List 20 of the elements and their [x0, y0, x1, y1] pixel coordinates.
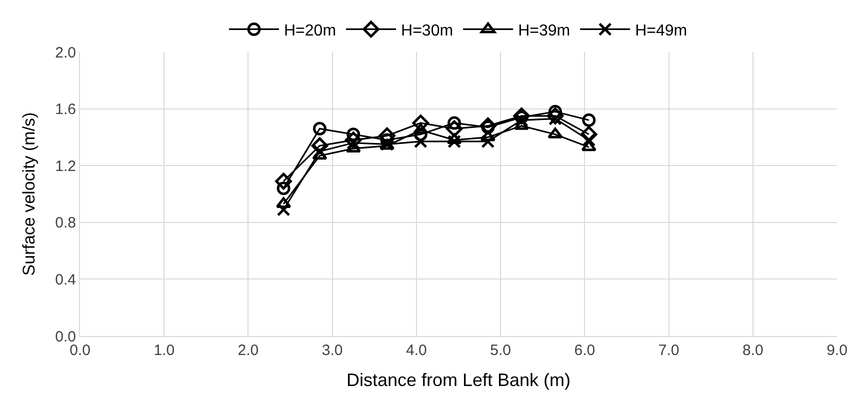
x-tick-label: 3.0 [322, 342, 343, 359]
x-tick-label: 2.0 [238, 342, 259, 359]
x-tick-label: 5.0 [490, 342, 511, 359]
y-tick-label: 2.0 [55, 44, 76, 62]
y-tick-label: 1.6 [55, 101, 76, 118]
legend-label: H=49m [635, 22, 688, 40]
x-tick-label: 1.0 [154, 342, 175, 359]
x-tick-label: 8.0 [742, 342, 764, 359]
x-tick-label: 4.0 [406, 342, 427, 359]
x-axis-title: Distance from Left Bank (m) [346, 370, 571, 390]
y-tick-label: 0.4 [55, 271, 76, 288]
x-tick-label: 9.0 [826, 342, 848, 359]
legend-label: H=30m [401, 22, 454, 40]
y-tick-label: 1.2 [55, 158, 76, 175]
x-tick-label: 6.0 [574, 342, 596, 359]
y-tick-label: 0.8 [55, 214, 76, 232]
y-axis-title: Surface velocity (m/s) [20, 112, 39, 276]
legend-label: H=39m [518, 22, 570, 40]
legend-label: H=20m [284, 22, 336, 40]
x-tick-label: 7.0 [658, 342, 680, 359]
